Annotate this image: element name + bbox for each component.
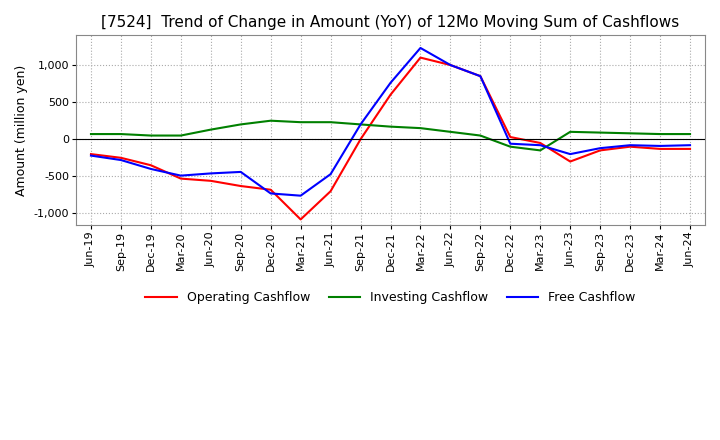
Investing Cashflow bbox=[117, 132, 125, 137]
Free Cashflow bbox=[626, 143, 634, 148]
Operating Cashflow bbox=[326, 189, 335, 194]
Free Cashflow bbox=[326, 172, 335, 177]
Operating Cashflow bbox=[626, 144, 634, 149]
Free Cashflow bbox=[147, 166, 156, 172]
Investing Cashflow bbox=[416, 125, 425, 131]
Operating Cashflow bbox=[266, 187, 275, 192]
Operating Cashflow bbox=[685, 146, 694, 151]
Free Cashflow bbox=[86, 153, 95, 158]
Free Cashflow bbox=[266, 191, 275, 196]
Investing Cashflow bbox=[446, 129, 455, 135]
Line: Investing Cashflow: Investing Cashflow bbox=[91, 121, 690, 150]
Free Cashflow bbox=[656, 143, 665, 149]
Line: Free Cashflow: Free Cashflow bbox=[91, 48, 690, 196]
Free Cashflow bbox=[446, 62, 455, 68]
Investing Cashflow bbox=[685, 132, 694, 137]
Free Cashflow bbox=[596, 146, 605, 151]
Free Cashflow bbox=[506, 141, 515, 147]
Investing Cashflow bbox=[656, 132, 665, 137]
Investing Cashflow bbox=[626, 131, 634, 136]
Operating Cashflow bbox=[386, 92, 395, 97]
Investing Cashflow bbox=[147, 133, 156, 138]
Operating Cashflow bbox=[147, 163, 156, 168]
Investing Cashflow bbox=[236, 122, 245, 127]
Operating Cashflow bbox=[506, 134, 515, 139]
Investing Cashflow bbox=[326, 120, 335, 125]
Operating Cashflow bbox=[416, 55, 425, 60]
Free Cashflow bbox=[386, 80, 395, 85]
Investing Cashflow bbox=[86, 132, 95, 137]
Free Cashflow bbox=[176, 173, 185, 178]
Operating Cashflow bbox=[236, 183, 245, 189]
Operating Cashflow bbox=[117, 155, 125, 161]
Operating Cashflow bbox=[566, 159, 575, 164]
Investing Cashflow bbox=[476, 133, 485, 138]
Investing Cashflow bbox=[297, 120, 305, 125]
Free Cashflow bbox=[297, 193, 305, 198]
Investing Cashflow bbox=[176, 133, 185, 138]
Line: Operating Cashflow: Operating Cashflow bbox=[91, 58, 690, 220]
Title: [7524]  Trend of Change in Amount (YoY) of 12Mo Moving Sum of Cashflows: [7524] Trend of Change in Amount (YoY) o… bbox=[102, 15, 680, 30]
Free Cashflow bbox=[207, 171, 215, 176]
Investing Cashflow bbox=[386, 124, 395, 129]
Y-axis label: Amount (million yen): Amount (million yen) bbox=[15, 64, 28, 196]
Operating Cashflow bbox=[656, 146, 665, 151]
Operating Cashflow bbox=[446, 62, 455, 68]
Free Cashflow bbox=[476, 73, 485, 79]
Legend: Operating Cashflow, Investing Cashflow, Free Cashflow: Operating Cashflow, Investing Cashflow, … bbox=[140, 286, 641, 309]
Operating Cashflow bbox=[536, 140, 544, 146]
Operating Cashflow bbox=[297, 217, 305, 222]
Investing Cashflow bbox=[207, 127, 215, 132]
Free Cashflow bbox=[236, 169, 245, 175]
Investing Cashflow bbox=[566, 129, 575, 135]
Investing Cashflow bbox=[536, 148, 544, 153]
Operating Cashflow bbox=[476, 73, 485, 79]
Free Cashflow bbox=[416, 45, 425, 51]
Operating Cashflow bbox=[176, 176, 185, 181]
Operating Cashflow bbox=[207, 178, 215, 183]
Operating Cashflow bbox=[356, 136, 365, 142]
Operating Cashflow bbox=[86, 151, 95, 157]
Free Cashflow bbox=[117, 158, 125, 163]
Free Cashflow bbox=[566, 151, 575, 157]
Free Cashflow bbox=[536, 143, 544, 148]
Free Cashflow bbox=[356, 122, 365, 127]
Operating Cashflow bbox=[596, 148, 605, 153]
Free Cashflow bbox=[685, 143, 694, 148]
Investing Cashflow bbox=[506, 144, 515, 149]
Investing Cashflow bbox=[266, 118, 275, 123]
Investing Cashflow bbox=[596, 130, 605, 135]
Investing Cashflow bbox=[356, 122, 365, 127]
